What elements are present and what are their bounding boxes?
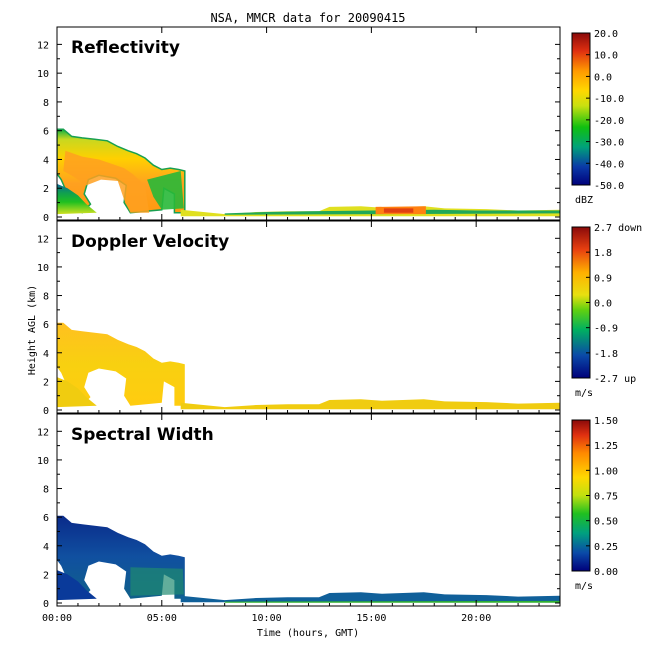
stratus-echo — [180, 592, 560, 603]
y-tick-label: 2 — [43, 570, 49, 581]
panel-1: 0 2 4 6 8 10 12 Reflectivity 20.0 10.0 0.0 -10.0 -20… — [37, 26, 624, 224]
colorbar-tick-label: 0.25 — [594, 542, 618, 553]
panel-title: Reflectivity — [71, 38, 180, 58]
cloud-echo-main — [57, 322, 185, 406]
y-tick-label: 2 — [43, 184, 49, 195]
y-tick-label: 6 — [43, 127, 49, 138]
y-tick-label: 10 — [37, 456, 49, 467]
cloud-echo-lower — [57, 183, 97, 215]
colorbar-tick-label: 1.50 — [594, 416, 618, 427]
panel-2: 0 2 4 6 8 10 12 Doppler Velocity 2.7 down 1.8 0.9 0… — [37, 220, 642, 417]
colorbar-unit: dBZ — [575, 195, 593, 206]
panel-2-echoes — [57, 322, 560, 410]
y-tick-label: 0 — [43, 406, 49, 417]
y-tick-label: 4 — [43, 349, 49, 360]
colorbar-tick-label: 20.0 — [594, 29, 618, 40]
y-tick-label: 8 — [43, 292, 49, 303]
colorbar-unit: m/s — [575, 388, 593, 399]
colorbar-tick-label: 0.9 — [594, 273, 612, 284]
x-tick-label: 00:00 — [42, 613, 72, 624]
cloud-echo-lower — [57, 570, 97, 601]
x-tick-label: 15:00 — [356, 613, 386, 624]
y-axis-label: Height AGL (km) — [27, 285, 38, 375]
y-tick-label: 6 — [43, 320, 49, 331]
panel-3: 0 2 4 6 8 10 12 00:00 05:00 10:00 15:00 20:00 Spectr… — [37, 413, 618, 624]
panel-title: Doppler Velocity — [71, 232, 229, 252]
cloud-echo-lower — [57, 377, 97, 408]
colorbar-tick-label: 2.7 down — [594, 223, 642, 234]
colorbar-tick-label: 1.8 — [594, 248, 612, 259]
colorbar-tick-label: -40.0 — [594, 159, 624, 170]
y-tick-label: 12 — [37, 40, 49, 51]
panel-3-echoes — [57, 515, 560, 603]
colorbar-tick-label: 0.00 — [594, 567, 618, 578]
y-tick-label: 2 — [43, 377, 49, 388]
y-tick-label: 6 — [43, 513, 49, 524]
width-green-cell — [130, 567, 184, 596]
colorbar-tick-label: -10.0 — [594, 94, 624, 105]
y-tick-label: 10 — [37, 263, 49, 274]
colorbar-tick-label: 0.50 — [594, 517, 618, 528]
y-tick-label: 12 — [37, 234, 49, 245]
figure-title: NSA, MMCR data for 20090415 — [210, 11, 405, 25]
colorbar-tick-label: -50.0 — [594, 181, 624, 192]
y-tick-label: 0 — [43, 213, 49, 224]
colorbar-tick-label: -0.9 — [594, 324, 618, 335]
y-tick-label: 8 — [43, 485, 49, 496]
colorbar-tick-label: 1.00 — [594, 466, 618, 477]
y-tick-label: 4 — [43, 542, 49, 553]
cloud-green-cell — [147, 171, 184, 210]
colorbar-tick-label: -2.7 up — [594, 374, 636, 385]
y-tick-label: 0 — [43, 599, 49, 610]
y-tick-label: 12 — [37, 427, 49, 438]
colorbar-tick-label: 0.0 — [594, 299, 612, 310]
colorbar-tick-label: 1.25 — [594, 441, 618, 452]
x-tick-label: 10:00 — [252, 613, 282, 624]
colorbar-tick-label: -20.0 — [594, 116, 624, 127]
colorbar-tick-label: -30.0 — [594, 138, 624, 149]
colorbar-unit: m/s — [575, 581, 593, 592]
colorbar-tick-label: 10.0 — [594, 51, 618, 62]
panel-1-echoes — [57, 128, 560, 217]
colorbar-tick-label: -1.8 — [594, 349, 618, 360]
x-tick-label: 20:00 — [461, 613, 491, 624]
colorbar-tick-label: 0.75 — [594, 492, 618, 503]
y-tick-label: 10 — [37, 69, 49, 80]
y-tick-label: 8 — [43, 98, 49, 109]
colorbar — [571, 32, 591, 186]
stratus-echo — [180, 399, 560, 410]
stratus-peak-core — [383, 208, 414, 213]
y-tick-label: 4 — [43, 155, 49, 166]
panel-title: Spectral Width — [71, 425, 214, 445]
cloud-core — [63, 150, 150, 213]
x-tick-label: 05:00 — [147, 613, 177, 624]
colorbar-tick-label: 0.0 — [594, 72, 612, 83]
x-axis-label: Time (hours, GMT) — [257, 628, 359, 639]
